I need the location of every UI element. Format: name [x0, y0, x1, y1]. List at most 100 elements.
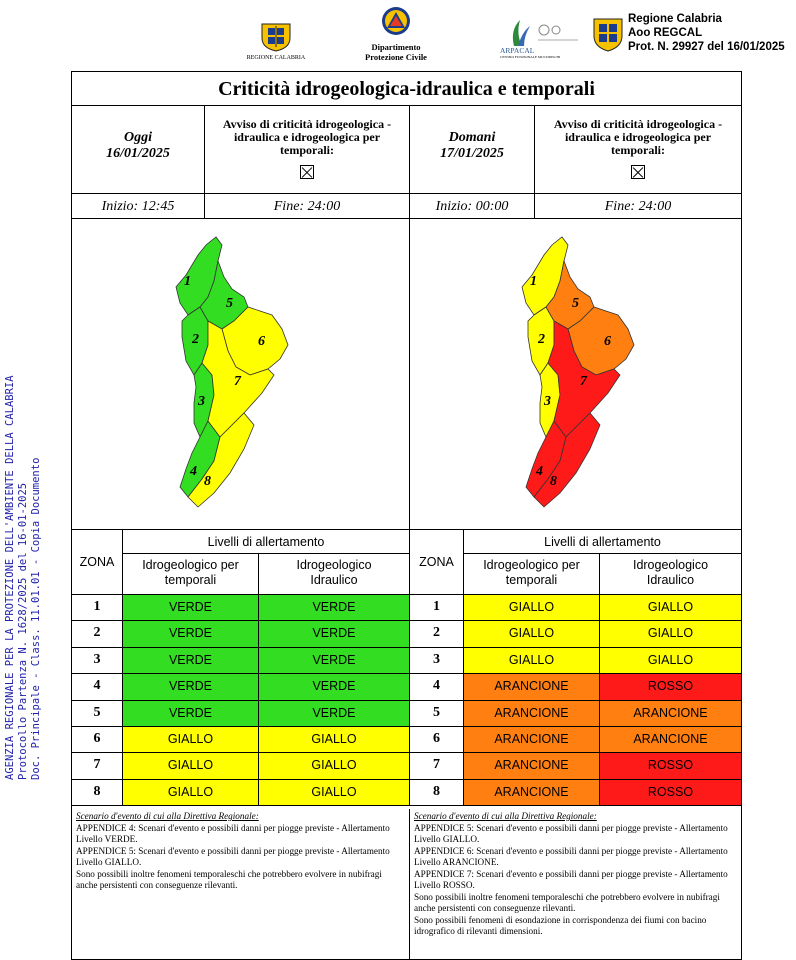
side-line-2: Protocollo Partenza N. 1628/2025 del 16-… [17, 482, 29, 780]
zone-number: 1 [410, 595, 464, 622]
level-temporali: VERDE [123, 647, 259, 675]
today-label: Oggi [124, 130, 152, 145]
map-zone-label: 3 [543, 394, 551, 409]
zone-number: 2 [410, 621, 464, 648]
zone-number: 2 [72, 621, 123, 648]
today-col1-header: Idrogeologico per temporali [123, 554, 259, 595]
level-idraulico: ARANCIONE [600, 727, 741, 754]
tomorrow-start: Inizio: 00:00 [410, 194, 535, 219]
bulletin-frame: Criticità idrogeologica-idraulica e temp… [71, 71, 742, 960]
tomorrow-warning-text: Avviso di criticità idrogeologica - idra… [553, 117, 723, 157]
tomorrow-scenario-line: Sono possibili inoltre fenomeni temporal… [414, 891, 720, 914]
level-idraulico: GIALLO [259, 727, 410, 754]
today-zona-header: ZONA [72, 530, 123, 595]
map-zone-label: 1 [530, 274, 537, 289]
map-zone-label: 6 [604, 334, 611, 349]
map-zone-label: 8 [204, 474, 211, 489]
level-idraulico: VERDE [259, 647, 410, 675]
tomorrow-checkbox [631, 165, 645, 179]
protezione-civile-logo: Dipartimento Protezione Civile [356, 6, 436, 62]
regione-crest-icon [261, 23, 291, 52]
tomorrow-date: 17/01/2025 [440, 146, 504, 161]
regione-logo-text: REGIONE CALABRIA [246, 55, 306, 61]
zone-number: 8 [410, 779, 464, 807]
page-header: REGIONE CALABRIA Dipartimento Protezione… [0, 0, 796, 66]
tomorrow-scenario-heading: Scenario d'evento di cui alla Direttiva … [414, 811, 597, 821]
level-idraulico: ROSSO [600, 779, 741, 807]
protocol-side-stamp: AGENZIA REGIONALE PER LA PROTEZIONE DELL… [4, 375, 43, 780]
protezione-civile-icon [382, 7, 410, 35]
tomorrow-table: ZONA Livelli di allertamento Idrogeologi… [410, 530, 741, 807]
level-temporali: ARANCIONE [464, 700, 600, 727]
tomorrow-scenario-line: APPENDICE 7: Scenari d'evento e possibil… [414, 868, 728, 891]
today-warning-cell: Avviso di criticità idrogeologica - idra… [205, 106, 410, 194]
tomorrow-scenario: Scenario d'evento di cui alla Direttiva … [410, 809, 741, 959]
map-zone-label: 4 [189, 464, 197, 479]
map-zone-label: 7 [580, 374, 588, 389]
map-zone-label: 6 [258, 334, 265, 349]
level-temporali: GIALLO [123, 727, 259, 754]
protocol-region: Regione Calabria [628, 13, 722, 25]
zone-number: 7 [72, 753, 123, 780]
level-temporali: ARANCIONE [464, 779, 600, 807]
crest-icon [593, 18, 623, 52]
arpacal-icon [512, 20, 578, 46]
zone-number: 1 [72, 595, 123, 622]
tomorrow-livelli-header: Livelli di allertamento [464, 530, 741, 554]
level-temporali: ARANCIONE [464, 753, 600, 780]
tomorrow-col1-header: Idrogeologico per temporali [464, 554, 600, 595]
level-idraulico: GIALLO [259, 779, 410, 807]
today-livelli-header: Livelli di allertamento [123, 530, 410, 554]
level-temporali: GIALLO [464, 595, 600, 622]
today-map-cell: 1 2 3 4 5 6 7 8 [72, 219, 410, 530]
level-idraulico: ROSSO [600, 674, 741, 701]
tomorrow-scenario-line: APPENDICE 5: Scenari d'evento e possibil… [414, 822, 728, 845]
map-zone-label: 3 [197, 394, 205, 409]
tomorrow-end: Fine: 24:00 [535, 194, 741, 219]
tomorrow-zona-header: ZONA [410, 530, 464, 595]
level-temporali: VERDE [123, 621, 259, 648]
level-temporali: VERDE [123, 595, 259, 622]
tomorrow-map-cell: 1 2 3 4 5 6 7 8 [410, 219, 741, 530]
level-idraulico: GIALLO [600, 647, 741, 675]
regione-crest-small [592, 16, 624, 54]
today-date: 16/01/2025 [106, 146, 170, 161]
today-checkbox [300, 165, 314, 179]
bulletin-title: Criticità idrogeologica-idraulica e temp… [72, 72, 741, 106]
map-zone-8 [533, 412, 601, 508]
map-zone-label: 7 [234, 374, 242, 389]
level-idraulico: ROSSO [600, 753, 741, 780]
level-temporali: ARANCIONE [464, 674, 600, 701]
level-idraulico: GIALLO [600, 595, 741, 622]
map-zone-label: 2 [537, 332, 545, 347]
map-zone-7 [201, 320, 275, 438]
today-scenario-heading: Scenario d'evento di cui alla Direttiva … [76, 811, 259, 821]
map-zone-label: 8 [550, 474, 557, 489]
arpacal-text: ARPACAL [500, 46, 535, 55]
today-scenario-line: APPENDICE 5: Scenari d'evento e possibil… [76, 845, 390, 868]
side-line-1: AGENZIA REGIONALE PER LA PROTEZIONE DELL… [4, 375, 16, 780]
level-idraulico: GIALLO [259, 753, 410, 780]
map-zone-label: 5 [572, 296, 579, 311]
today-start: Inizio: 12:45 [72, 194, 205, 219]
zone-number: 7 [410, 753, 464, 780]
tomorrow-scenario-line: APPENDICE 6: Scenari d'evento e possibil… [414, 845, 728, 868]
map-zone-label: 1 [184, 274, 191, 289]
tomorrow-map: 1 2 3 4 5 6 7 8 [521, 236, 635, 508]
today-warning-text: Avviso di criticità idrogeologica - idra… [222, 117, 392, 157]
protocol-block: Regione Calabria Aoo REGCAL Prot. N. 299… [628, 12, 785, 54]
zone-number: 5 [410, 700, 464, 727]
zone-number: 6 [72, 727, 123, 754]
level-temporali: GIALLO [464, 621, 600, 648]
level-temporali: GIALLO [464, 647, 600, 675]
zone-number: 3 [72, 647, 123, 675]
tomorrow-scenario-line: Sono possibili fenomeni di esondazione i… [414, 914, 707, 937]
today-col2-header: Idrogeologico Idraulico [259, 554, 410, 595]
zone-number: 5 [72, 700, 123, 727]
protezione-civile-label: Protezione Civile [365, 52, 427, 62]
zone-number: 8 [72, 779, 123, 807]
side-line-3: Doc. Principale - Class. 11.01.01 - Copi… [30, 457, 42, 780]
map-zone-8 [187, 412, 255, 508]
level-idraulico: GIALLO [600, 621, 741, 648]
regione-calabria-logo: REGIONE CALABRIA [238, 22, 314, 61]
